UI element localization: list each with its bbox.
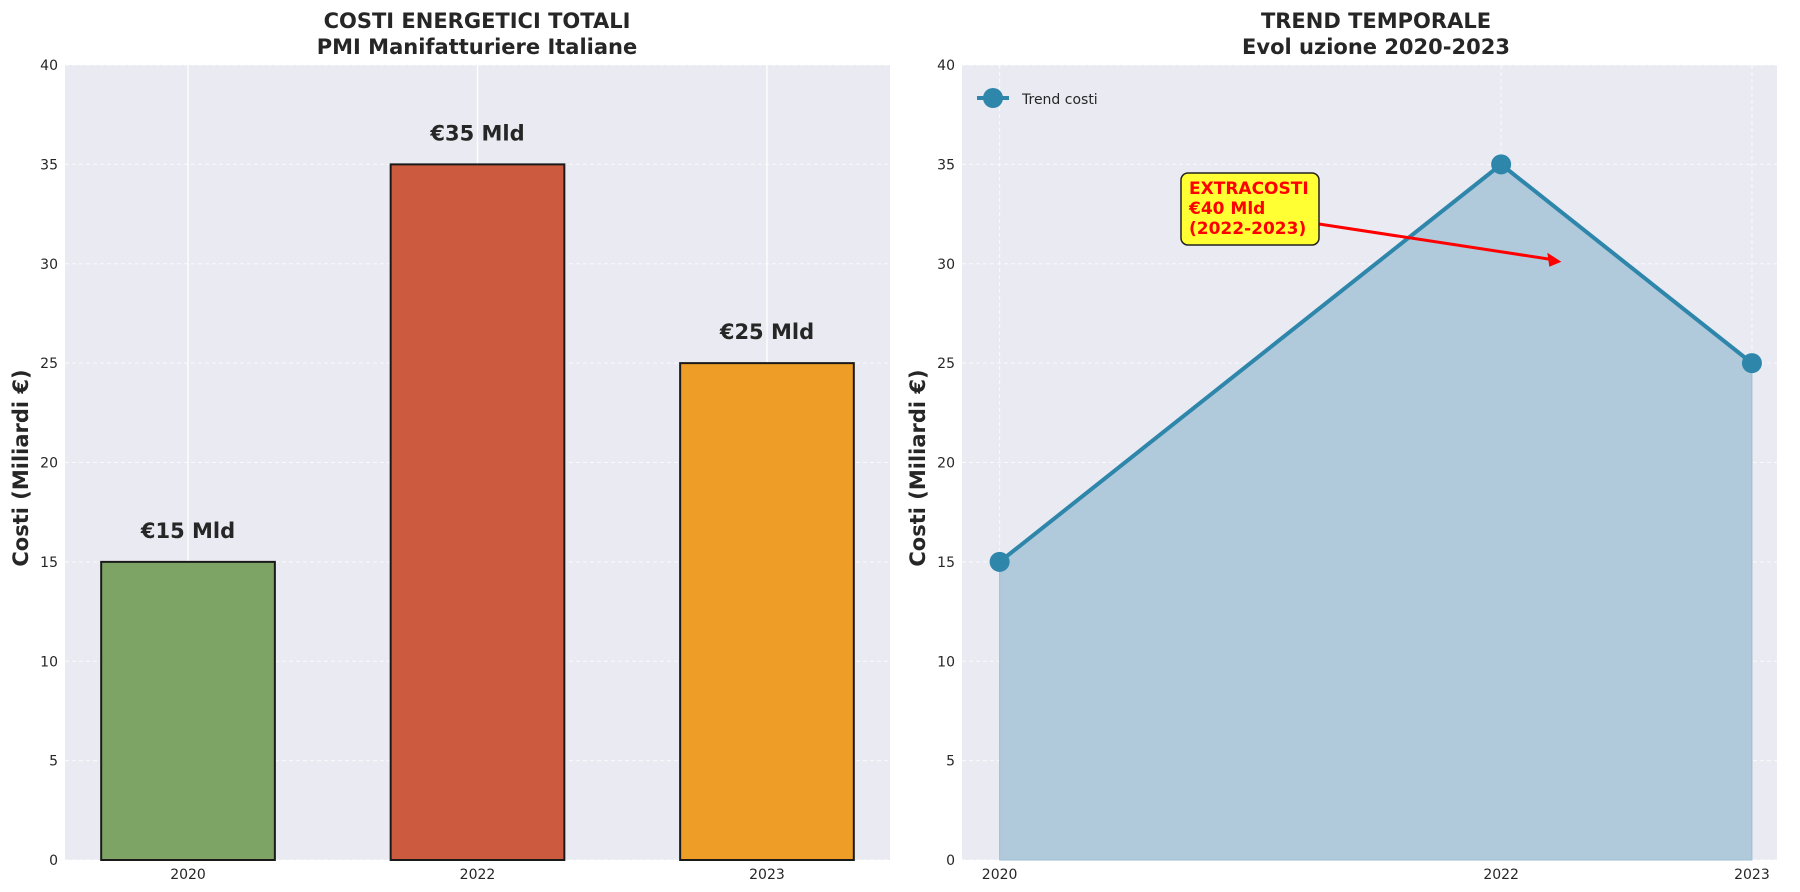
x-tick-label: 2020: [982, 867, 1018, 883]
x-tick-label: 2023: [749, 867, 785, 883]
legend-label: Trend costi: [1021, 92, 1098, 108]
y-tick-label: 5: [946, 754, 955, 770]
y-tick-label: 40: [937, 58, 955, 74]
annotation-text: €40 Mld: [1188, 199, 1265, 219]
annotation-text: EXTRACOSTI: [1189, 179, 1309, 199]
y-tick-label: 0: [49, 853, 58, 869]
bar-data-label: €15 Mld: [140, 519, 235, 543]
trend-chart-title: TREND TEMPORALE: [1261, 9, 1491, 33]
data-point: [989, 551, 1010, 572]
y-tick-label: 0: [946, 853, 955, 869]
y-tick-label: 15: [40, 555, 58, 571]
y-tick-label: 15: [937, 555, 955, 571]
y-tick-label: 10: [40, 654, 58, 670]
legend-marker-icon: [983, 88, 1003, 108]
y-tick-label: 35: [937, 157, 955, 173]
x-tick-label: 2023: [1734, 867, 1770, 883]
y-tick-label: 30: [40, 257, 58, 273]
y-tick-label: 20: [40, 456, 58, 472]
y-tick-label: 35: [40, 157, 58, 173]
y-tick-label: 10: [937, 654, 955, 670]
annotation-text: (2022-2023): [1189, 219, 1306, 239]
y-tick-label: 40: [40, 58, 58, 74]
annotation-box: [1180, 172, 1320, 246]
y-tick-label: 5: [49, 754, 58, 770]
x-tick-label: 2020: [170, 867, 206, 883]
bar-chart-costi: COSTI ENERGETICI TOTALI PMI Manifatturie…: [9, 9, 890, 883]
bar-data-label: €35 Mld: [429, 121, 524, 145]
x-tick-label: 2022: [1483, 867, 1519, 883]
x-tick-label: 2022: [460, 867, 496, 883]
y-tick-label: 25: [40, 356, 58, 372]
bar-chart-subtitle: PMI Manifatturiere Italiane: [317, 35, 637, 59]
arrow-head-icon: [1547, 252, 1562, 267]
data-point: [1491, 154, 1512, 175]
bar-2023: [679, 362, 855, 861]
annotation-arrow: [1318, 222, 1554, 262]
bar-2022: [389, 163, 566, 861]
area-chart-trend: TREND TEMPORALE Evol uzione 2020-2023 Co…: [906, 9, 1777, 883]
bar-data-label: €25 Mld: [719, 320, 814, 344]
y-tick-label: 20: [937, 456, 955, 472]
bar-chart-ylabel: Costi (Miliardi €): [9, 369, 33, 566]
trend-chart-ylabel: Costi (Miliardi €): [906, 369, 930, 566]
y-tick-label: 30: [937, 257, 955, 273]
y-tick-label: 25: [937, 356, 955, 372]
trend-chart-subtitle: Evol uzione 2020-2023: [1242, 35, 1510, 59]
bar-chart-title: COSTI ENERGETICI TOTALI: [324, 9, 631, 33]
data-point: [1741, 353, 1762, 374]
bar-2020: [100, 560, 276, 861]
